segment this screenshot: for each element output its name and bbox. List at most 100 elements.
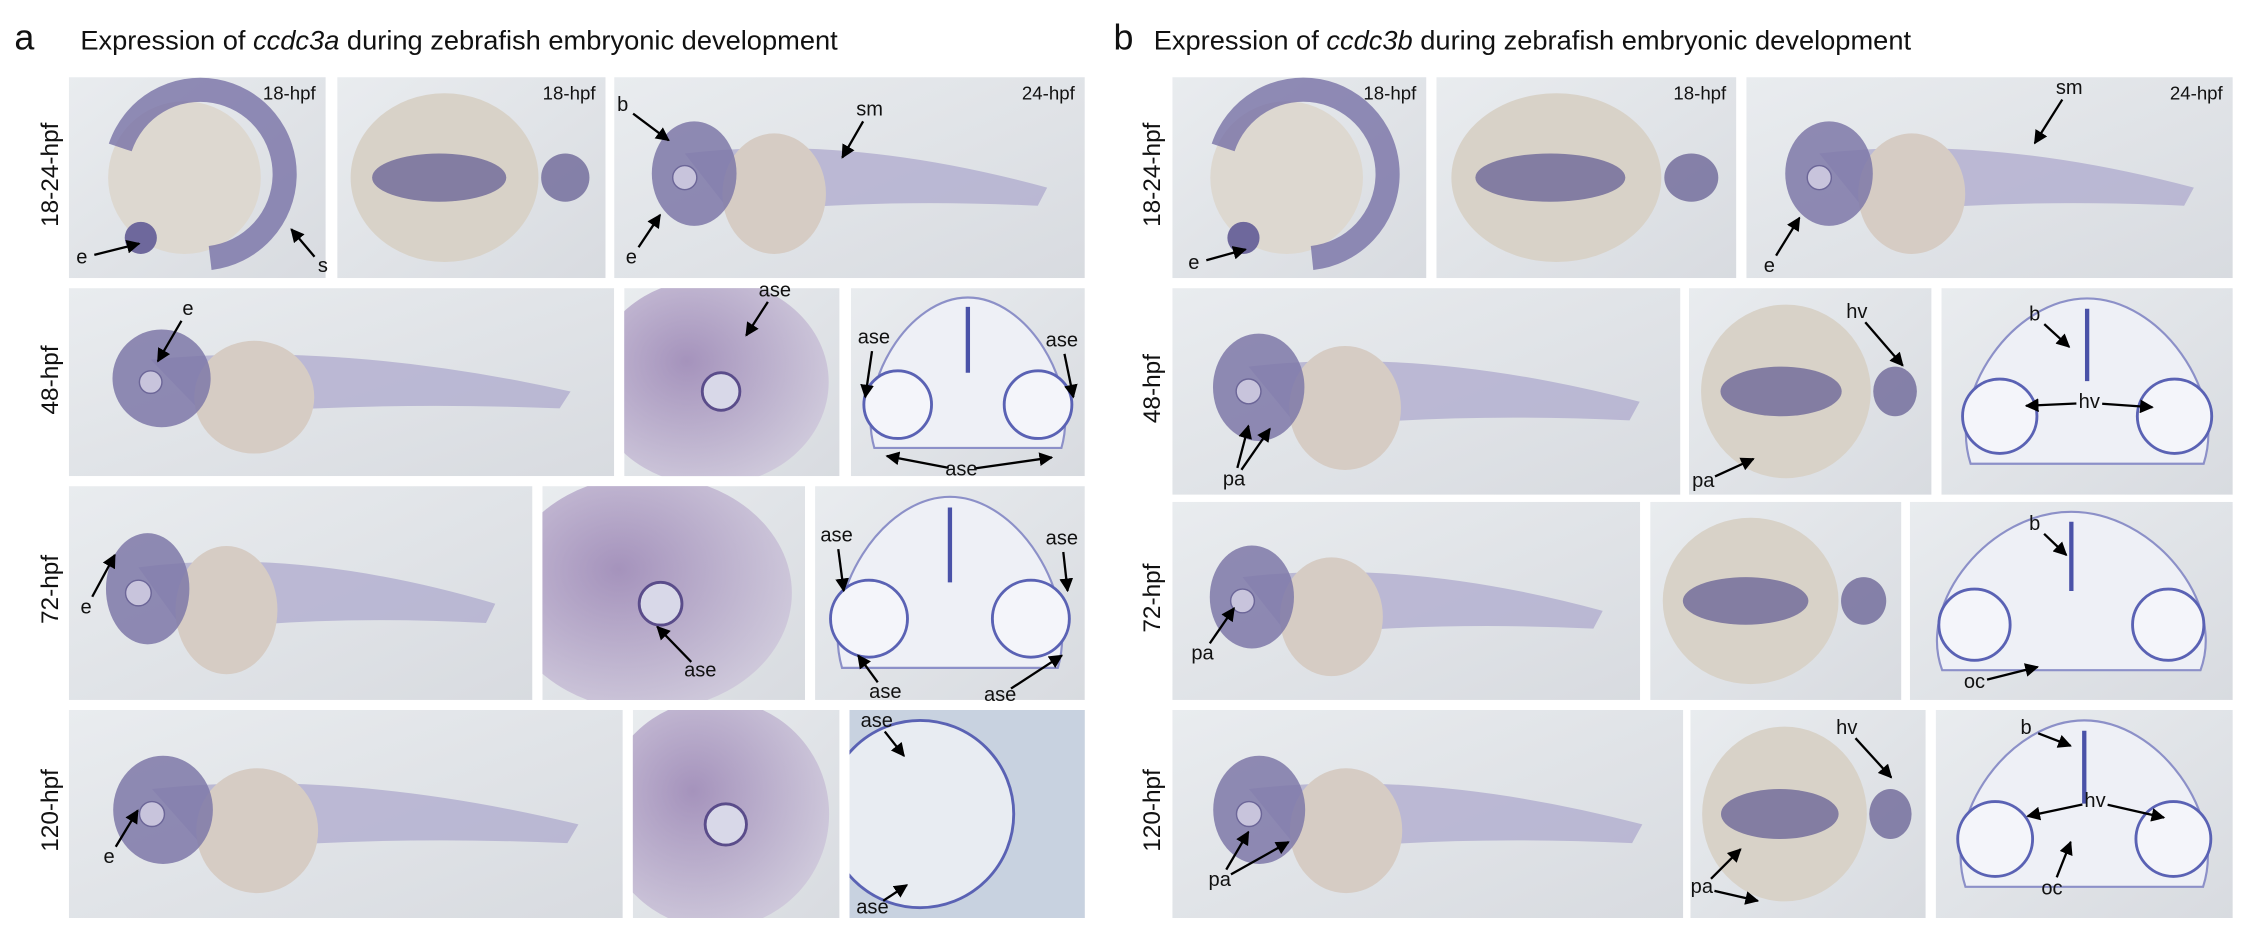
annotation: ase xyxy=(759,279,791,301)
panel: b Expression of ccdc3b during zebrafish e… xyxy=(1114,17,2233,919)
annotation: e xyxy=(81,596,92,618)
annotation: e xyxy=(182,298,193,320)
annotation: b xyxy=(617,94,628,116)
arrow xyxy=(114,809,139,848)
annotation: sm xyxy=(2056,77,2083,99)
stage-label: 18-hpf xyxy=(1673,82,1727,103)
micrograph xyxy=(1436,77,1737,279)
image-tile: e xyxy=(68,709,623,919)
lens xyxy=(637,580,684,627)
arrow xyxy=(1854,737,1893,779)
micrograph xyxy=(850,288,1085,477)
section-eye xyxy=(1956,800,2035,878)
embryo-yolk xyxy=(1289,768,1403,894)
micrograph xyxy=(68,486,533,700)
title-text: during zebrafish embryonic development xyxy=(1413,25,1912,56)
row-label: 48-hpf xyxy=(37,345,64,414)
arrow xyxy=(2024,398,2077,413)
annotation: oc xyxy=(2041,878,2062,900)
annotation: ase xyxy=(820,525,852,547)
annotation: b xyxy=(2029,304,2040,326)
arrow xyxy=(1230,840,1290,876)
title-text: Expression of xyxy=(1154,25,1327,56)
section-eye xyxy=(1002,369,1074,440)
arrow xyxy=(882,884,909,902)
dorsal-stain xyxy=(1475,153,1626,202)
row-label: 72-hpf xyxy=(37,555,64,624)
arrow xyxy=(1206,246,1247,262)
micrograph xyxy=(624,288,840,477)
micrograph xyxy=(1935,709,2233,919)
arrow xyxy=(2033,98,2064,145)
embryo-eye xyxy=(124,579,152,607)
section-eye xyxy=(829,578,909,659)
micrograph xyxy=(849,709,1085,919)
dorsal-stain xyxy=(372,153,507,202)
embryo-body xyxy=(108,77,297,270)
annotation: e xyxy=(1188,252,1199,274)
micrograph xyxy=(1941,288,2233,495)
title-text: Expression of xyxy=(80,25,253,56)
image-tile: pa xyxy=(1172,501,1641,700)
arrow xyxy=(91,553,116,598)
image-tile: 18-hpf xyxy=(337,77,606,279)
annotation: s xyxy=(318,255,328,277)
arrow xyxy=(974,452,1054,470)
micrograph xyxy=(1172,501,1641,700)
micrograph xyxy=(1650,501,1902,700)
annotation: ase xyxy=(945,459,977,481)
arrow xyxy=(2043,532,2068,556)
arrow xyxy=(632,112,670,142)
micrograph xyxy=(68,288,615,477)
image-tile: 18-hpf e xyxy=(1172,77,1427,279)
row-label: 72-hpf xyxy=(1139,563,1166,632)
annotation: ase xyxy=(858,327,890,349)
annotation: ase xyxy=(856,896,888,918)
embryo-eye xyxy=(1806,164,1833,191)
image-tile: e xyxy=(68,486,533,700)
embryo-eye xyxy=(138,800,166,828)
arrow xyxy=(1225,830,1250,871)
annotation: e xyxy=(103,846,114,868)
annotation: ase xyxy=(1046,329,1078,351)
embryo-eye xyxy=(1227,221,1260,254)
embryo-eye xyxy=(124,221,157,254)
annotation: hv xyxy=(2084,790,2105,812)
annotation: hv xyxy=(1836,717,1857,739)
micrograph xyxy=(1172,709,1684,919)
section-eye xyxy=(1937,587,2012,662)
embryo-eye xyxy=(671,164,698,191)
embryo-yolk xyxy=(196,768,319,894)
dorsal-stain xyxy=(1664,153,1719,202)
annotation: pa xyxy=(1692,470,1715,492)
embryo-yolk xyxy=(108,101,261,254)
embryo-body xyxy=(1211,77,1400,270)
annotation: ase xyxy=(1046,528,1078,550)
embryo-eye xyxy=(1235,378,1262,405)
annotation: ase xyxy=(861,710,893,732)
arrow xyxy=(290,228,316,258)
annotation: hv xyxy=(1846,301,1867,323)
annotation: hv xyxy=(2079,391,2100,413)
annotation: pa xyxy=(1191,642,1214,664)
annotation: e xyxy=(1764,255,1775,277)
stage-label: 24-hpf xyxy=(2170,82,2224,103)
dorsal-stain xyxy=(1720,789,1839,839)
stage-label: 24-hpf xyxy=(1022,82,1076,103)
embryo-yolk xyxy=(194,340,315,454)
dorsal-stain xyxy=(541,153,590,202)
stage-label: 18-hpf xyxy=(263,82,317,103)
annotation: ase xyxy=(684,660,716,682)
row-label: 18-24-hpf xyxy=(1139,122,1166,227)
arrow xyxy=(841,120,865,159)
arrow xyxy=(857,654,879,684)
arrow xyxy=(1240,427,1271,471)
annotation: sm xyxy=(856,98,883,120)
lens xyxy=(703,802,748,847)
annotation: ase xyxy=(869,681,901,703)
annotation: pa xyxy=(1209,869,1232,891)
micrograph xyxy=(1690,709,1926,919)
gene-name: ccdc3b xyxy=(1326,25,1412,56)
arrow xyxy=(883,730,905,757)
arrow xyxy=(1986,663,2039,681)
